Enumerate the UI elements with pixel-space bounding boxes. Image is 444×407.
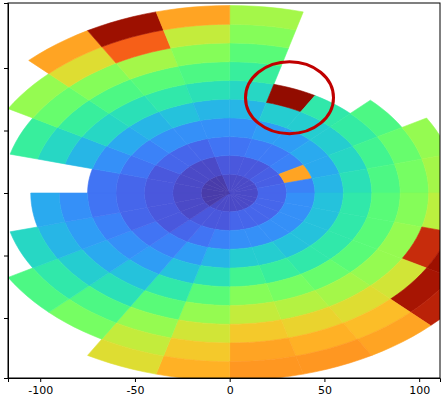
cell xyxy=(208,137,230,157)
cell xyxy=(422,154,440,193)
y-tick-mark xyxy=(4,318,8,319)
cell xyxy=(230,265,267,286)
y-tick-mark xyxy=(4,193,8,194)
cell xyxy=(422,193,440,232)
cell xyxy=(367,164,400,193)
y-tick xyxy=(4,193,8,194)
x-axis: -100 -50 0 50 100 xyxy=(9,378,441,397)
cell xyxy=(201,193,229,198)
x-tick: 100 xyxy=(409,378,430,397)
cell xyxy=(285,178,315,193)
chart: -100 -50 0 50 100 xyxy=(0,0,444,407)
cell xyxy=(88,12,164,47)
cell xyxy=(402,118,440,159)
cell xyxy=(144,193,174,208)
x-axis-line xyxy=(9,379,441,383)
cell xyxy=(186,284,230,306)
cell xyxy=(88,339,164,374)
cell xyxy=(230,356,304,378)
x-tick-mark xyxy=(40,378,41,382)
cell xyxy=(296,339,372,374)
cell xyxy=(257,183,286,193)
cell xyxy=(116,193,147,212)
cell xyxy=(88,193,120,217)
cell xyxy=(156,6,230,31)
x-tick-label: 0 xyxy=(227,384,234,397)
highlight-circle xyxy=(246,62,334,134)
x-tick-mark xyxy=(230,378,231,382)
cell xyxy=(230,188,258,193)
x-tick-mark xyxy=(324,378,325,382)
x-tick-label: 50 xyxy=(318,384,332,397)
cells xyxy=(8,6,440,379)
cell xyxy=(10,227,57,268)
cell xyxy=(59,193,92,222)
cell xyxy=(312,174,343,193)
cell xyxy=(29,31,102,74)
cell xyxy=(230,81,274,103)
y-axis-line xyxy=(4,4,9,379)
cell xyxy=(215,175,229,193)
x-tick: 0 xyxy=(227,378,234,397)
x-tick: -50 xyxy=(126,378,144,397)
y-tick-mark xyxy=(4,68,8,69)
cell xyxy=(31,193,65,227)
cell xyxy=(230,229,252,249)
cell xyxy=(230,184,257,193)
x-tick: 50 xyxy=(318,378,332,397)
x-tick-mark xyxy=(135,378,136,382)
cell xyxy=(202,193,229,202)
plot-frame xyxy=(8,3,440,378)
y-tick-mark xyxy=(4,131,8,132)
cell xyxy=(230,6,304,31)
y-axis xyxy=(4,4,9,379)
cell xyxy=(230,211,245,230)
cell xyxy=(230,284,274,306)
x-tick-label: -100 xyxy=(28,384,53,397)
cell xyxy=(173,193,202,203)
cell xyxy=(358,312,431,355)
x-tick-mark xyxy=(419,378,420,382)
cell xyxy=(367,193,400,222)
y-tick xyxy=(4,318,8,319)
cell xyxy=(200,118,229,139)
cell xyxy=(230,193,237,212)
x-tick-label: -50 xyxy=(126,384,144,397)
cell xyxy=(186,81,230,103)
x-tick: -100 xyxy=(28,378,53,397)
y-tick xyxy=(4,68,8,69)
cell xyxy=(156,356,230,378)
cell xyxy=(215,156,230,175)
x-tick-label: 100 xyxy=(409,384,430,397)
cell xyxy=(230,193,244,211)
y-tick xyxy=(4,131,8,132)
plot: -100 -50 0 50 100 xyxy=(4,3,444,397)
cell xyxy=(193,99,230,120)
cell xyxy=(230,247,259,268)
cell xyxy=(339,169,371,193)
cell xyxy=(222,174,229,193)
cell xyxy=(8,268,69,312)
y-tick xyxy=(4,256,8,257)
y-tick-mark xyxy=(4,256,8,257)
